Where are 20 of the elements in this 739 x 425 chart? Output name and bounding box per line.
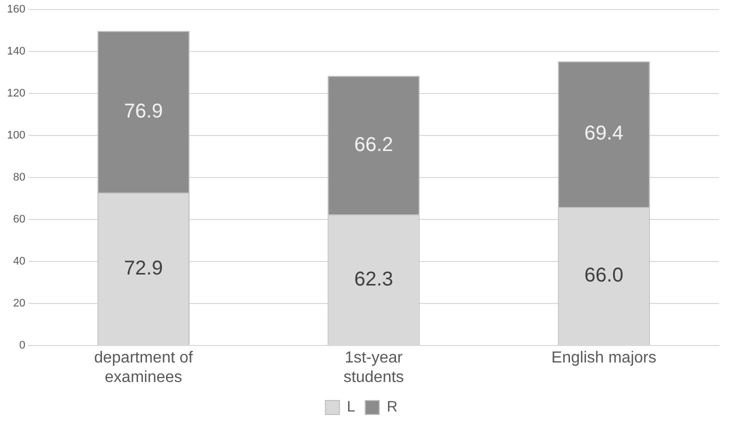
y-tick-label: 140 bbox=[6, 46, 26, 58]
data-label: 69.4 bbox=[584, 122, 624, 145]
y-tick-label: 100 bbox=[6, 130, 26, 142]
data-label: 66.0 bbox=[584, 264, 624, 287]
y-tick-label: 20 bbox=[13, 298, 26, 310]
y-tick-label: 0 bbox=[19, 340, 26, 352]
y-tick-label: 60 bbox=[13, 214, 26, 226]
data-label: 66.2 bbox=[354, 134, 394, 156]
data-label: 62.3 bbox=[354, 268, 394, 290]
y-tick-label: 160 bbox=[6, 4, 26, 16]
data-label: 72.9 bbox=[124, 257, 163, 280]
x-tick-label: English majors bbox=[551, 350, 656, 367]
legend-label: R bbox=[386, 398, 398, 416]
legend-label: L bbox=[346, 398, 356, 416]
y-tick-label: 40 bbox=[13, 256, 26, 268]
x-tick-label: 1st-year students bbox=[343, 350, 404, 386]
x-tick-label: department of examinees bbox=[94, 350, 194, 386]
data-label: 76.9 bbox=[124, 100, 163, 122]
y-tick-label: 80 bbox=[13, 172, 26, 184]
y-tick-label: 120 bbox=[6, 88, 26, 100]
